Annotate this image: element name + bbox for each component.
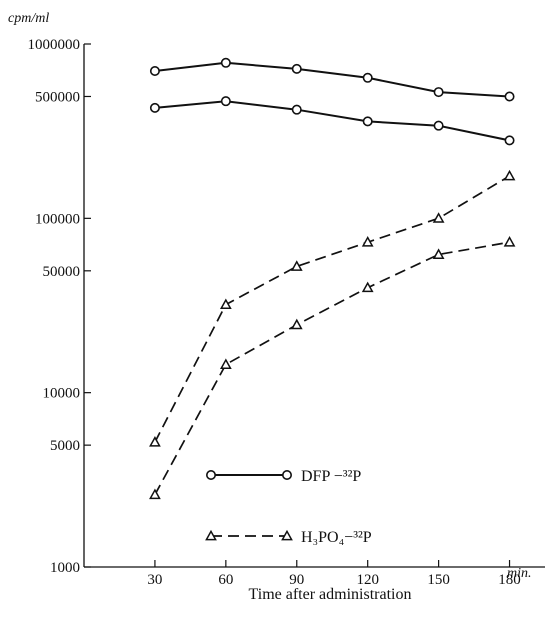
data-point-1-0: [151, 104, 159, 112]
x-tick-label-5: 180: [498, 572, 521, 588]
data-point-3-1: [221, 360, 230, 368]
data-point-3-5: [505, 238, 514, 246]
data-point-0-0: [151, 67, 159, 75]
data-point-0-5: [505, 92, 513, 100]
y-tick-label-3: 50000: [43, 264, 81, 280]
legend-item-0: DFP −³²P: [207, 468, 362, 485]
data-point-2-1: [221, 300, 230, 308]
legend: DFP −³²P H₃PO₄−³²P: [206, 468, 371, 546]
data-point-2-5: [505, 171, 514, 179]
x-axis-label: Time after administration: [249, 586, 412, 603]
data-point-1-5: [505, 136, 513, 144]
series-line-2: [155, 176, 510, 442]
data-point-0-4: [434, 88, 442, 96]
y-tick-label-2: 100000: [35, 211, 80, 227]
y-tick-label-5: 5000: [50, 438, 80, 454]
x-tick-label-4: 150: [427, 572, 450, 588]
y-tick-label-0: 1000000: [28, 37, 81, 53]
data-point-3-0: [150, 490, 159, 498]
data-point-2-0: [150, 438, 159, 446]
y-tick-label-6: 1000: [50, 560, 80, 576]
series-2: [150, 171, 514, 445]
series-3: [150, 238, 514, 499]
legend-marker-end-0: [283, 471, 291, 479]
axes: cpm/ml min. Time after administration: [8, 11, 545, 603]
x-tick-label-2: 90: [289, 572, 304, 588]
data-point-0-3: [363, 74, 371, 82]
data-point-3-3: [363, 283, 372, 291]
x-tick-label-0: 30: [147, 572, 162, 588]
data-point-1-4: [434, 121, 442, 129]
legend-label-0: DFP −³²P: [301, 468, 361, 485]
series-line-1: [155, 101, 510, 140]
data-point-1-2: [293, 105, 301, 113]
series-line-3: [155, 242, 510, 495]
x-tick-label-1: 60: [218, 572, 233, 588]
y-tick-label-4: 10000: [43, 386, 81, 402]
data-point-1-3: [363, 117, 371, 125]
legend-label-1: H₃PO₄−³²P: [301, 529, 372, 546]
series-1: [151, 97, 514, 145]
series: [150, 59, 514, 499]
legend-item-1: H₃PO₄−³²P: [206, 529, 371, 546]
data-point-3-2: [292, 320, 301, 328]
y-tick-label-1: 500000: [35, 89, 80, 105]
legend-marker-start-0: [207, 471, 215, 479]
data-point-0-1: [222, 59, 230, 67]
series-0: [151, 59, 514, 101]
data-point-0-2: [293, 65, 301, 73]
y-axis-label: cpm/ml: [8, 11, 49, 26]
data-point-2-4: [434, 214, 443, 222]
series-line-0: [155, 63, 510, 97]
ticks: 1000000 500000 100000 50000 10000 5000 1000 30 6…: [28, 37, 521, 588]
data-point-1-1: [222, 97, 230, 105]
x-tick-label-3: 120: [356, 572, 379, 588]
